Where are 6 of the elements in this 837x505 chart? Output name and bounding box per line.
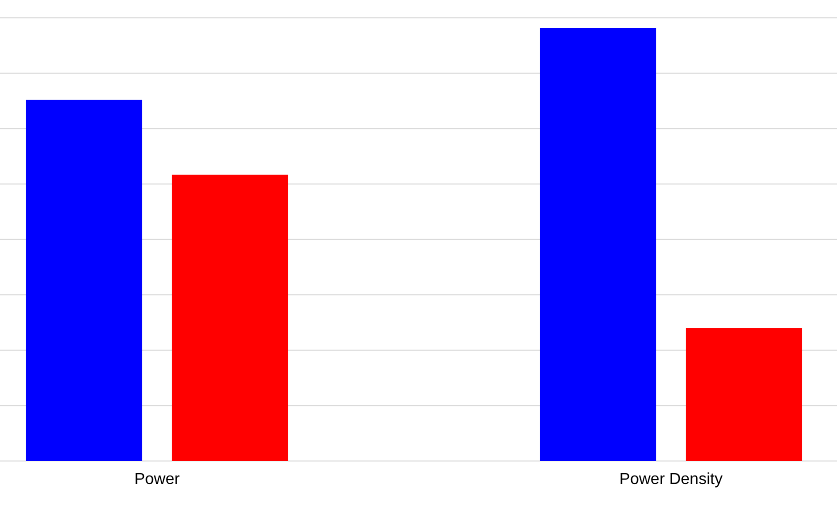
x-tick-label: Power (134, 471, 180, 488)
x-tick-label: Power Density (619, 471, 723, 488)
bar (26, 100, 142, 461)
bar (540, 28, 656, 461)
bar (172, 174, 288, 461)
bar (686, 328, 802, 461)
